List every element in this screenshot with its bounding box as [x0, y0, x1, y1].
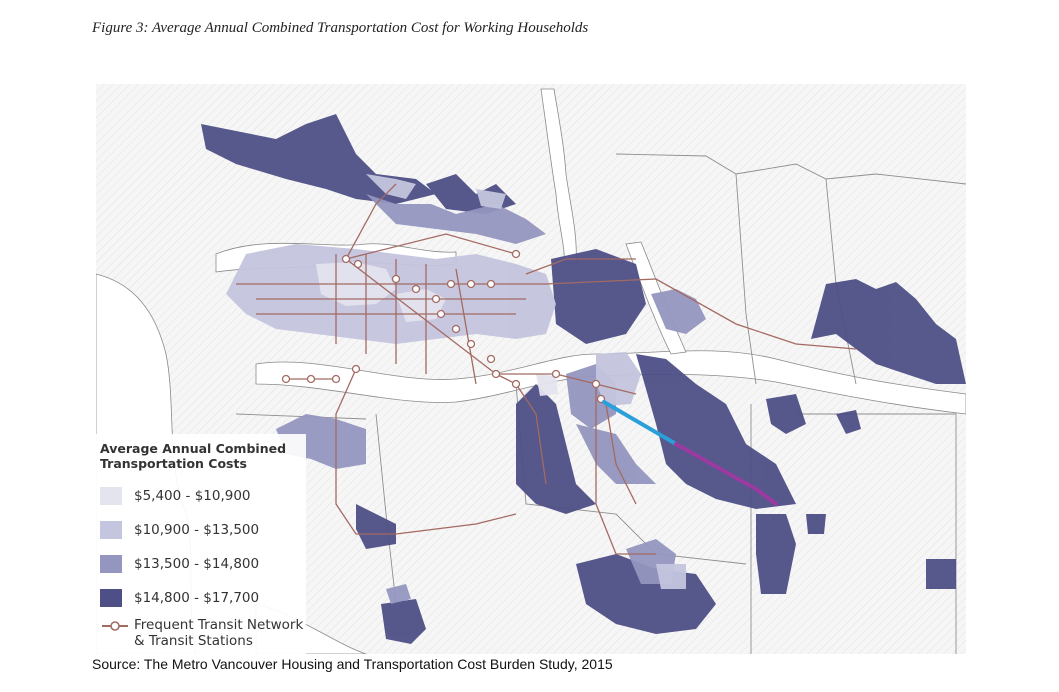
regional-map: [96, 84, 966, 654]
transit-extension-purple: [674, 442, 778, 506]
legend-swatch-class-2: [100, 521, 122, 539]
map-canvas: [96, 84, 966, 654]
legend-item-class-4: $14,800 - $17,700: [100, 581, 320, 615]
legend-transit-line2: & Transit Stations: [134, 633, 253, 649]
legend-item-class-2: $10,900 - $13,500: [100, 513, 320, 547]
legend-label-class-2: $10,900 - $13,500: [134, 522, 260, 538]
legend-item-class-3: $13,500 - $14,800: [100, 547, 320, 581]
legend-transit-line1: Frequent Transit Network: [134, 617, 304, 633]
transit-network: [236, 183, 857, 555]
cost-class-4: [201, 114, 966, 644]
legend-label-class-1: $5,400 - $10,900: [134, 488, 251, 504]
transit-stations: [281, 249, 606, 404]
legend-backdrop: [96, 434, 306, 654]
legend-swatch-class-3: [100, 555, 122, 573]
legend-swatch-class-1: [100, 487, 122, 505]
legend-swatch-class-4: [100, 589, 122, 607]
legend-label-transit: Frequent Transit Network & Transit Stati…: [134, 617, 314, 649]
transit-extension-blue: [602, 400, 678, 446]
fraser-river: [255, 350, 966, 415]
legend-label-class-3: $13,500 - $14,800: [134, 556, 260, 572]
transit-line-icon: [102, 621, 128, 631]
legend-item-class-1: $5,400 - $10,900: [100, 479, 320, 513]
map-legend: Average Annual Combined Transportation C…: [100, 441, 320, 649]
legend-title: Average Annual Combined Transportation C…: [100, 441, 320, 471]
legend-title-line2: Transportation Costs: [100, 456, 247, 471]
figure-title: Figure 3: Average Annual Combined Transp…: [92, 20, 589, 36]
legend-title-line1: Average Annual Combined: [100, 441, 287, 456]
source-caption: Source: The Metro Vancouver Housing and …: [92, 656, 613, 672]
legend-item-transit: Frequent Transit Network & Transit Stati…: [100, 617, 320, 649]
legend-label-class-4: $14,800 - $17,700: [134, 590, 260, 606]
